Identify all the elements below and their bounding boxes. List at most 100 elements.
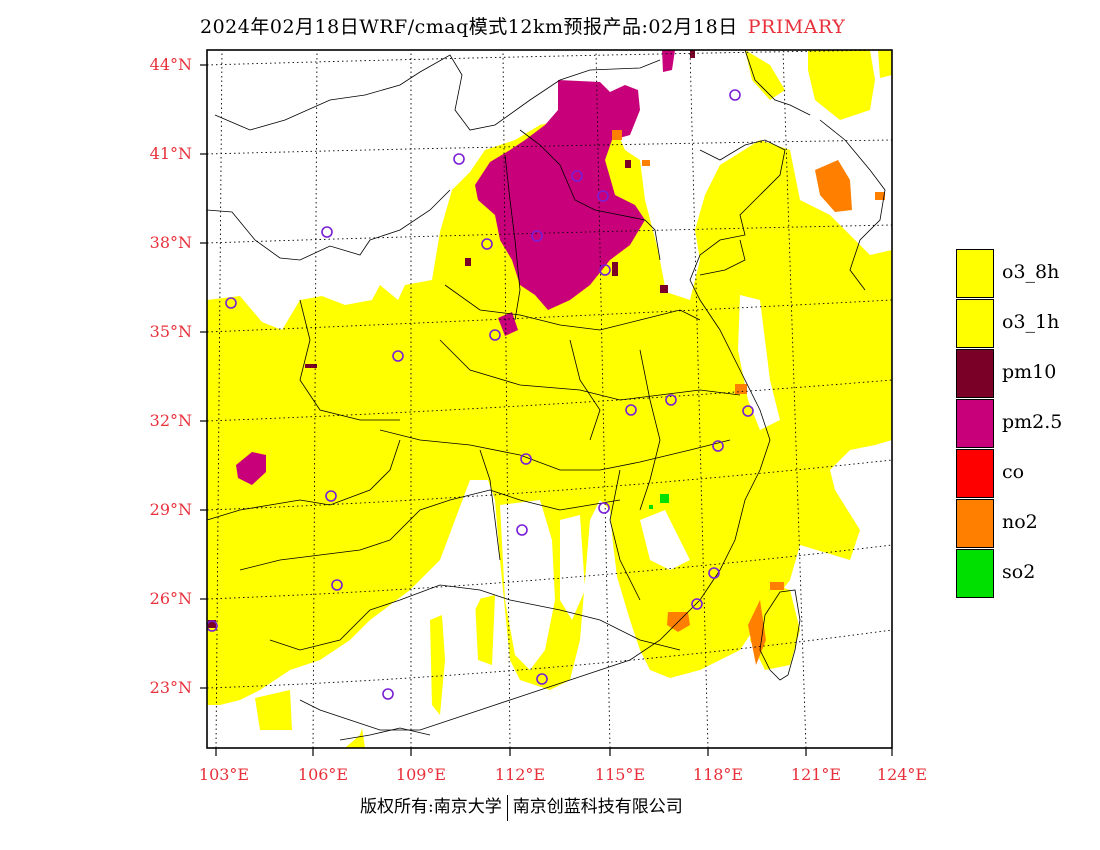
lat-label: 35°N — [149, 322, 192, 341]
lon-label: 106°E — [297, 765, 349, 784]
no2-patch — [875, 192, 885, 200]
lon-label: 124°E — [876, 765, 928, 784]
no2-patch-taiwan — [748, 600, 766, 665]
legend-label: co — [1002, 461, 1025, 483]
longitude-line — [689, 50, 709, 748]
clear-area-coast — [738, 295, 780, 430]
boundary-liaoning — [744, 50, 811, 116]
station-marker — [691, 598, 703, 610]
station-marker — [331, 579, 343, 591]
o3-region-main — [207, 112, 892, 705]
station-marker — [531, 230, 543, 242]
station-marker — [571, 170, 583, 182]
boundary-south — [239, 489, 621, 571]
station-marker — [599, 264, 611, 276]
station-marker — [665, 394, 677, 406]
clear-area-central — [590, 520, 620, 640]
lat-label: 26°N — [149, 589, 192, 608]
latitude-line — [207, 139, 892, 155]
map-frame — [206, 49, 893, 749]
pm25-region-south — [498, 312, 518, 336]
boundary-hunan — [479, 449, 501, 561]
pm25-region-north — [662, 50, 675, 72]
pm25-region — [475, 80, 645, 310]
boundary-henan — [569, 339, 601, 441]
footer-divider — [506, 794, 508, 821]
legend-label: o3_8h — [1002, 261, 1060, 283]
longitude-line — [215, 50, 223, 748]
boundary-taiwan — [759, 589, 801, 681]
pm10-speck — [612, 262, 618, 276]
station-marker — [453, 153, 465, 165]
station-marker — [520, 453, 532, 465]
legend-swatch — [956, 549, 994, 598]
o3-region-southwest — [255, 690, 292, 730]
station-marker — [325, 490, 337, 502]
footer-right: 南京创蓝科技有限公司 — [512, 797, 683, 817]
station-marker — [742, 405, 754, 417]
pm10-speck — [465, 258, 471, 266]
clear-area-south-coast — [440, 540, 490, 640]
lon-label: 109°E — [395, 765, 447, 784]
footer-left: 版权所有:南京大学 — [360, 797, 502, 817]
boundary-west — [299, 299, 400, 421]
station-marker — [489, 329, 501, 341]
boundary-southwest — [207, 439, 401, 521]
legend-item-so2: so2 — [956, 549, 1096, 599]
no2-patch — [642, 160, 650, 166]
lon-label: 112°E — [494, 765, 546, 784]
title-tag: PRIMARY — [747, 16, 846, 38]
legend-label: so2 — [1002, 561, 1036, 583]
so2-patch — [649, 505, 653, 509]
station-marker — [516, 524, 528, 536]
boundary-korea — [819, 119, 886, 291]
no2-patch-shanghai — [815, 160, 852, 212]
longitude-line — [502, 50, 511, 748]
boundary-yangtze — [379, 429, 731, 471]
longitude-line — [595, 50, 611, 748]
o3-region-layer — [207, 50, 892, 748]
station-marker — [598, 502, 610, 514]
pm10-speck — [208, 620, 216, 628]
pm10-speck — [660, 285, 668, 293]
legend-item-o3-8h: o3_8h — [956, 249, 1096, 299]
latitude-line — [207, 629, 892, 689]
o3-region-north — [745, 50, 785, 100]
o3-region-east-sea — [745, 290, 892, 440]
clear-area-southeast — [640, 510, 690, 570]
latitude-line — [207, 544, 892, 600]
lon-label: 118°E — [692, 765, 744, 784]
legend-label: pm10 — [1002, 361, 1057, 383]
o3-region-northeast-edge — [878, 50, 892, 78]
boundary-east — [439, 339, 741, 401]
latitude-line — [207, 224, 892, 244]
lat-label: 44°N — [149, 55, 192, 74]
o3-region-bottom — [345, 728, 365, 748]
axis-ticks — [200, 64, 893, 756]
station-marker — [712, 440, 724, 452]
legend-swatch — [956, 299, 994, 348]
o3-region-south-patch — [475, 595, 495, 665]
legend-item-co: co — [956, 449, 1096, 499]
pm10-speck — [625, 160, 631, 168]
boundary-northwest — [207, 189, 451, 261]
legend-swatch — [956, 349, 994, 398]
station-marker — [225, 297, 237, 309]
station-marker — [597, 190, 609, 202]
station-markers — [207, 89, 754, 700]
so2-patch — [660, 494, 669, 503]
latitude-line — [207, 299, 892, 333]
station-marker — [481, 238, 493, 250]
graticule — [207, 50, 892, 748]
so2-patches — [649, 494, 669, 509]
pm10-speck — [305, 364, 317, 368]
pm10-speck — [690, 50, 695, 58]
legend-swatch — [956, 449, 994, 498]
longitude-line — [312, 50, 318, 748]
lat-label: 23°N — [149, 678, 192, 697]
copyright-footer: 版权所有:南京大学 南京创蓝科技有限公司 — [360, 792, 683, 821]
station-marker — [207, 620, 218, 632]
boundary-hainan — [339, 727, 431, 741]
station-marker — [708, 567, 720, 579]
lon-label: 103°E — [198, 765, 250, 784]
